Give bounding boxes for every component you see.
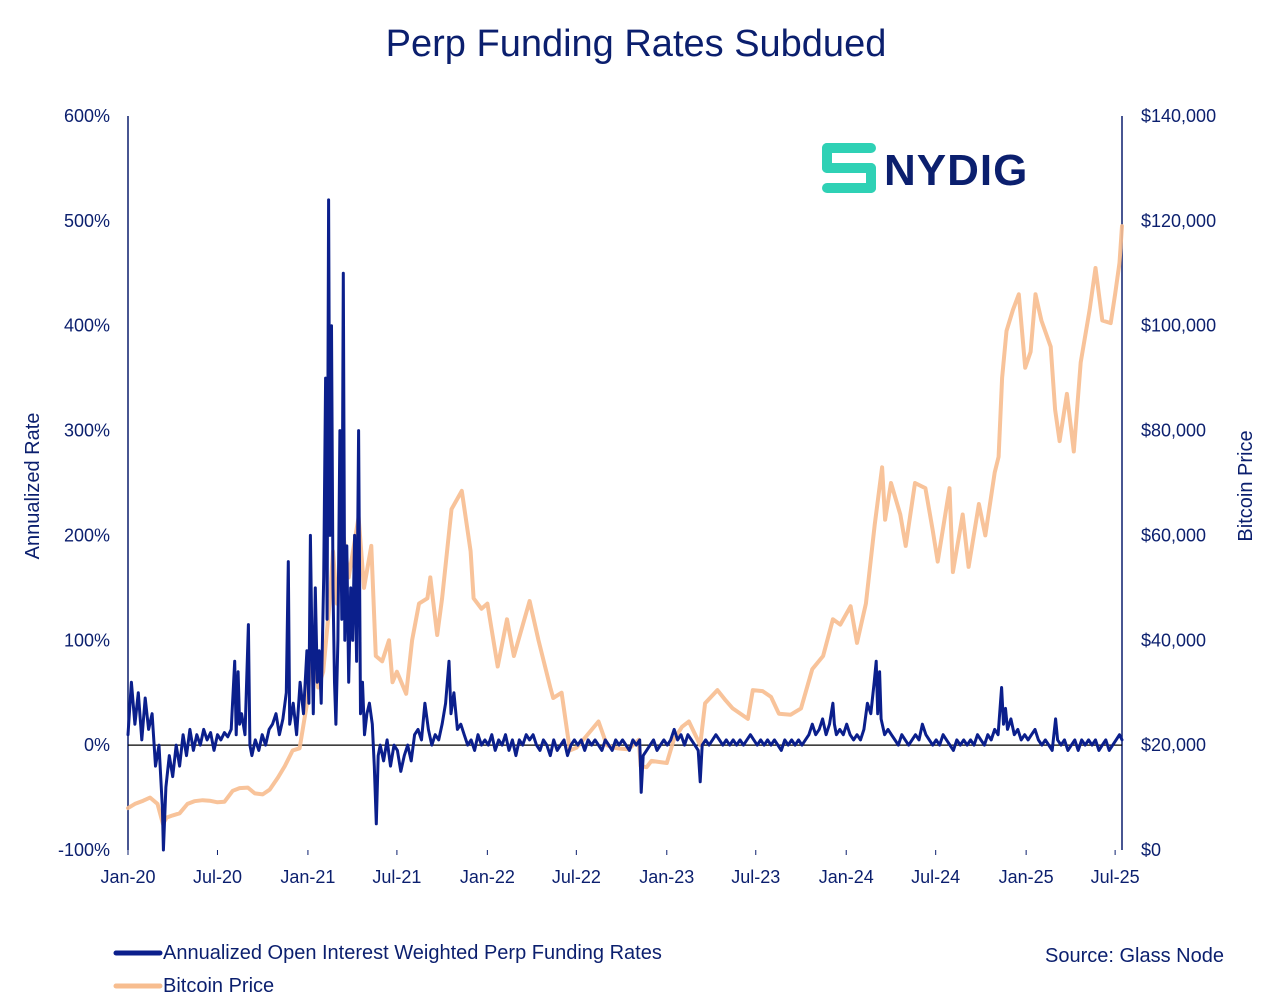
nydig-logo-mark-icon	[822, 143, 876, 193]
y-right-tick-label: $100,000	[1141, 316, 1216, 336]
legend: Annualized Open Interest Weighted Perp F…	[113, 942, 662, 997]
y-right-tick-label: $40,000	[1141, 630, 1206, 650]
x-tick-label: Jul-22	[552, 867, 601, 887]
y-left-tick-label: 0%	[84, 735, 110, 755]
y-right-tick-label: $0	[1141, 840, 1161, 860]
series-line-funding-rates	[126, 198, 1124, 852]
y-right-tick-label: $20,000	[1141, 735, 1206, 755]
x-tick-label: Jan-24	[819, 867, 874, 887]
x-tick-label: Jan-21	[280, 867, 335, 887]
x-tick-label: Jan-22	[460, 867, 515, 887]
y-left-axis-label: Annualized Rate	[22, 413, 44, 560]
x-tick-label: Jul-23	[731, 867, 780, 887]
x-tick-label: Jul-24	[911, 867, 960, 887]
x-tick-label: Jul-20	[193, 867, 242, 887]
chart-title: Perp Funding Rates Subdued	[386, 23, 887, 65]
y-left-tick-label: 100%	[64, 630, 110, 650]
x-tick-label: Jul-21	[372, 867, 421, 887]
y-right-tick-label: $120,000	[1141, 211, 1216, 231]
y-left-tick-label: 200%	[64, 525, 110, 545]
y-right-axis-label: Bitcoin Price	[1235, 430, 1257, 541]
series-layer	[126, 198, 1124, 852]
x-tick-label: Jan-20	[100, 867, 155, 887]
y-left-tick-label: 500%	[64, 211, 110, 231]
series-line-bitcoin-price	[126, 224, 1124, 826]
y-right-tick-label: $140,000	[1141, 106, 1216, 126]
y-right-tick-label: $60,000	[1141, 525, 1206, 545]
legend-label-bitcoin-price: Bitcoin Price	[163, 975, 274, 997]
ticks: -100% 0% 100% 200% 300% 400% 500% 600% $0 $20,000…	[58, 106, 1216, 887]
source-note: Source: Glass Node	[1045, 945, 1224, 967]
y-left-tick-label: -100%	[58, 840, 110, 860]
x-tick-label: Jan-23	[639, 867, 694, 887]
legend-label-funding-rates: Annualized Open Interest Weighted Perp F…	[163, 942, 662, 964]
x-tick-label: Jan-25	[999, 867, 1054, 887]
y-left-tick-label: 300%	[64, 421, 110, 441]
y-left-tick-label: 400%	[64, 316, 110, 336]
x-tick-label: Jul-25	[1091, 867, 1140, 887]
axes	[127, 116, 1123, 850]
nydig-logo: NYDIG	[822, 143, 1028, 195]
legend-item-bitcoin-price: Bitcoin Price	[113, 975, 274, 997]
nydig-logo-text: NYDIG	[884, 146, 1028, 195]
y-right-tick-label: $80,000	[1141, 421, 1206, 441]
y-left-tick-label: 600%	[64, 106, 110, 126]
legend-item-funding-rates: Annualized Open Interest Weighted Perp F…	[113, 942, 662, 964]
